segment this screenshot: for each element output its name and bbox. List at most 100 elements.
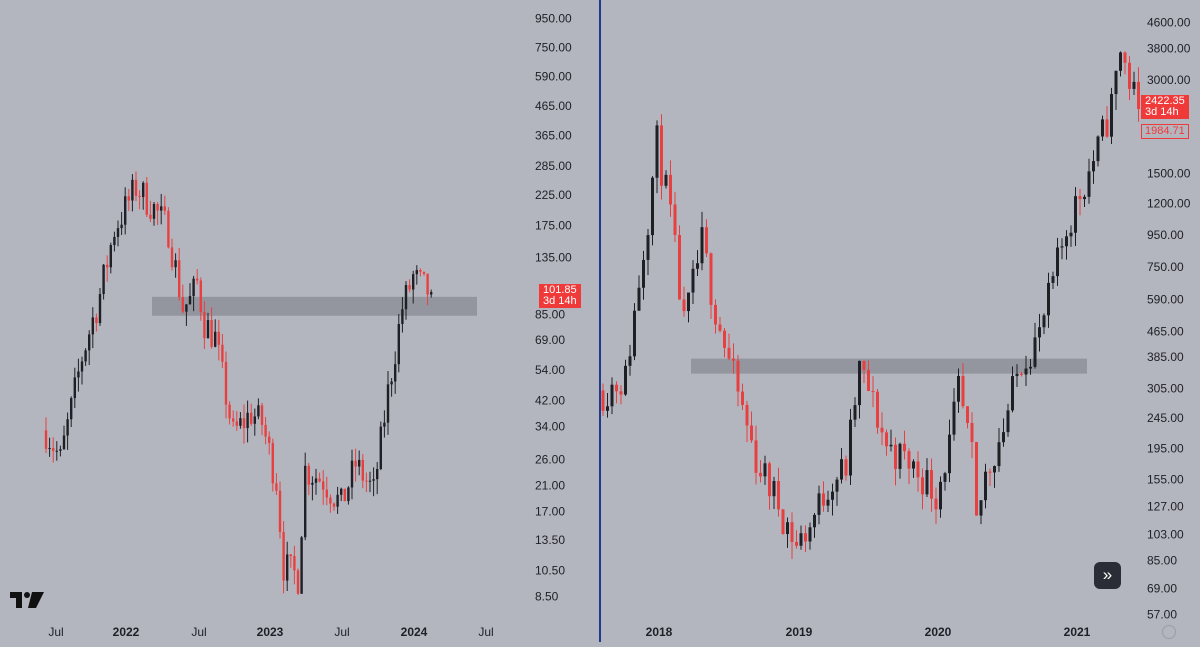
candle-body: [840, 459, 843, 480]
candle-body: [185, 304, 188, 312]
candle-body: [102, 264, 105, 295]
right-chart[interactable]: 4600.00 3800.00 3000.00 1500.00 1200.00 950.0…: [601, 0, 1200, 642]
candle-body: [170, 247, 174, 268]
candle-body: [134, 179, 138, 196]
candle-body: [210, 320, 213, 347]
candle-body: [1105, 119, 1109, 137]
candle-body: [759, 472, 762, 477]
y-tick-label: 285.00: [535, 159, 572, 173]
candle-body: [624, 365, 627, 395]
candle-body: [214, 331, 217, 347]
candle-body: [293, 556, 296, 571]
candle-body: [160, 206, 163, 211]
candle-body: [898, 443, 902, 469]
y-tick-label: 365.00: [535, 129, 572, 143]
candle-body: [696, 263, 699, 269]
candle-body: [199, 280, 202, 313]
candle-body: [242, 418, 246, 429]
candle-body: [332, 503, 336, 507]
candle-body: [152, 204, 156, 219]
candle-body: [822, 493, 825, 506]
x-tick-label: 2020: [925, 625, 952, 639]
y-tick-label: 13.50: [535, 533, 565, 547]
y-tick-label: 3000.00: [1147, 73, 1191, 87]
candle-body: [835, 479, 839, 492]
candle-body: [91, 317, 94, 335]
right-price-badge: 2422.35 3d 14h: [1141, 95, 1189, 119]
candle-body: [322, 481, 325, 490]
candle-body: [637, 287, 641, 311]
candle-body: [790, 522, 794, 543]
candle-body: [1114, 70, 1118, 95]
tradingview-logo-icon[interactable]: [10, 590, 44, 610]
candle-body: [1083, 196, 1086, 200]
y-tick-label: 750.00: [535, 40, 572, 54]
candle-body: [786, 522, 789, 535]
candle-body: [961, 375, 965, 407]
candle-body: [633, 310, 636, 357]
candle-body: [966, 406, 969, 424]
candle-body: [224, 361, 228, 405]
candle-body: [217, 331, 220, 345]
y-tick-label: 17.00: [535, 505, 565, 519]
candle-body: [167, 210, 170, 248]
candle-body: [1011, 376, 1014, 411]
candle-body: [124, 196, 127, 225]
candle-body: [826, 499, 830, 506]
candle-body: [655, 125, 659, 178]
y-tick-label: 54.00: [535, 363, 565, 377]
candle-body: [109, 245, 112, 268]
candle-body: [853, 405, 857, 420]
y-tick-label: 590.00: [1147, 292, 1184, 306]
candle-body: [763, 463, 767, 477]
candle-body: [131, 179, 134, 201]
candle-body: [350, 460, 354, 488]
candle-body: [844, 459, 848, 476]
candle-body: [422, 271, 426, 274]
candle-body: [619, 391, 623, 395]
candle-body: [379, 426, 382, 470]
candle-body: [163, 206, 166, 211]
candle-body: [368, 480, 372, 482]
candle-body: [799, 533, 803, 546]
candle-body: [412, 274, 415, 290]
candle-body: [203, 312, 206, 339]
candle-body: [174, 260, 177, 268]
candle-body: [1065, 236, 1068, 247]
candle-body: [660, 125, 663, 186]
gear-icon[interactable]: [1162, 625, 1176, 639]
left-chart-panel[interactable]: 950.00 750.00 590.00 465.00 365.00 285.00 225.…: [0, 0, 600, 642]
x-tick-label: 2022: [113, 625, 140, 639]
candle-body: [808, 527, 812, 542]
candle-body: [979, 500, 983, 516]
candle-body: [358, 459, 361, 467]
candle-body: [354, 460, 357, 467]
candle-body: [88, 334, 91, 351]
candle-body: [120, 224, 123, 229]
left-chart[interactable]: 950.00 750.00 590.00 465.00 365.00 285.00 225.…: [0, 0, 600, 642]
candle-body: [1047, 282, 1050, 316]
candle-body: [673, 204, 677, 235]
double-chevron-right-icon[interactable]: »: [1094, 562, 1121, 589]
y-tick-label: 3800.00: [1147, 41, 1191, 55]
candle-body: [59, 449, 62, 451]
candle-body: [772, 481, 776, 497]
y-tick-label: 950.00: [535, 11, 572, 25]
panel-divider: [599, 0, 602, 642]
candle-body: [325, 489, 328, 498]
y-tick-label: 57.00: [1147, 607, 1177, 621]
candle-body: [921, 477, 924, 495]
candle-body: [275, 483, 278, 491]
candle-body: [691, 268, 695, 293]
candle-body: [1128, 62, 1131, 89]
candle-body: [347, 487, 350, 502]
x-tick-label: 2023: [257, 625, 284, 639]
y-tick-label: 10.50: [535, 564, 565, 578]
candle-body: [777, 481, 780, 510]
candle-body: [867, 369, 870, 392]
right-chart-panel[interactable]: 4600.00 3800.00 3000.00 1500.00 1200.00 950.0…: [601, 0, 1200, 642]
candle-body: [278, 490, 282, 532]
x-tick-label: Jul: [334, 625, 349, 639]
candle-body: [1024, 368, 1028, 375]
candle-body: [419, 270, 422, 272]
